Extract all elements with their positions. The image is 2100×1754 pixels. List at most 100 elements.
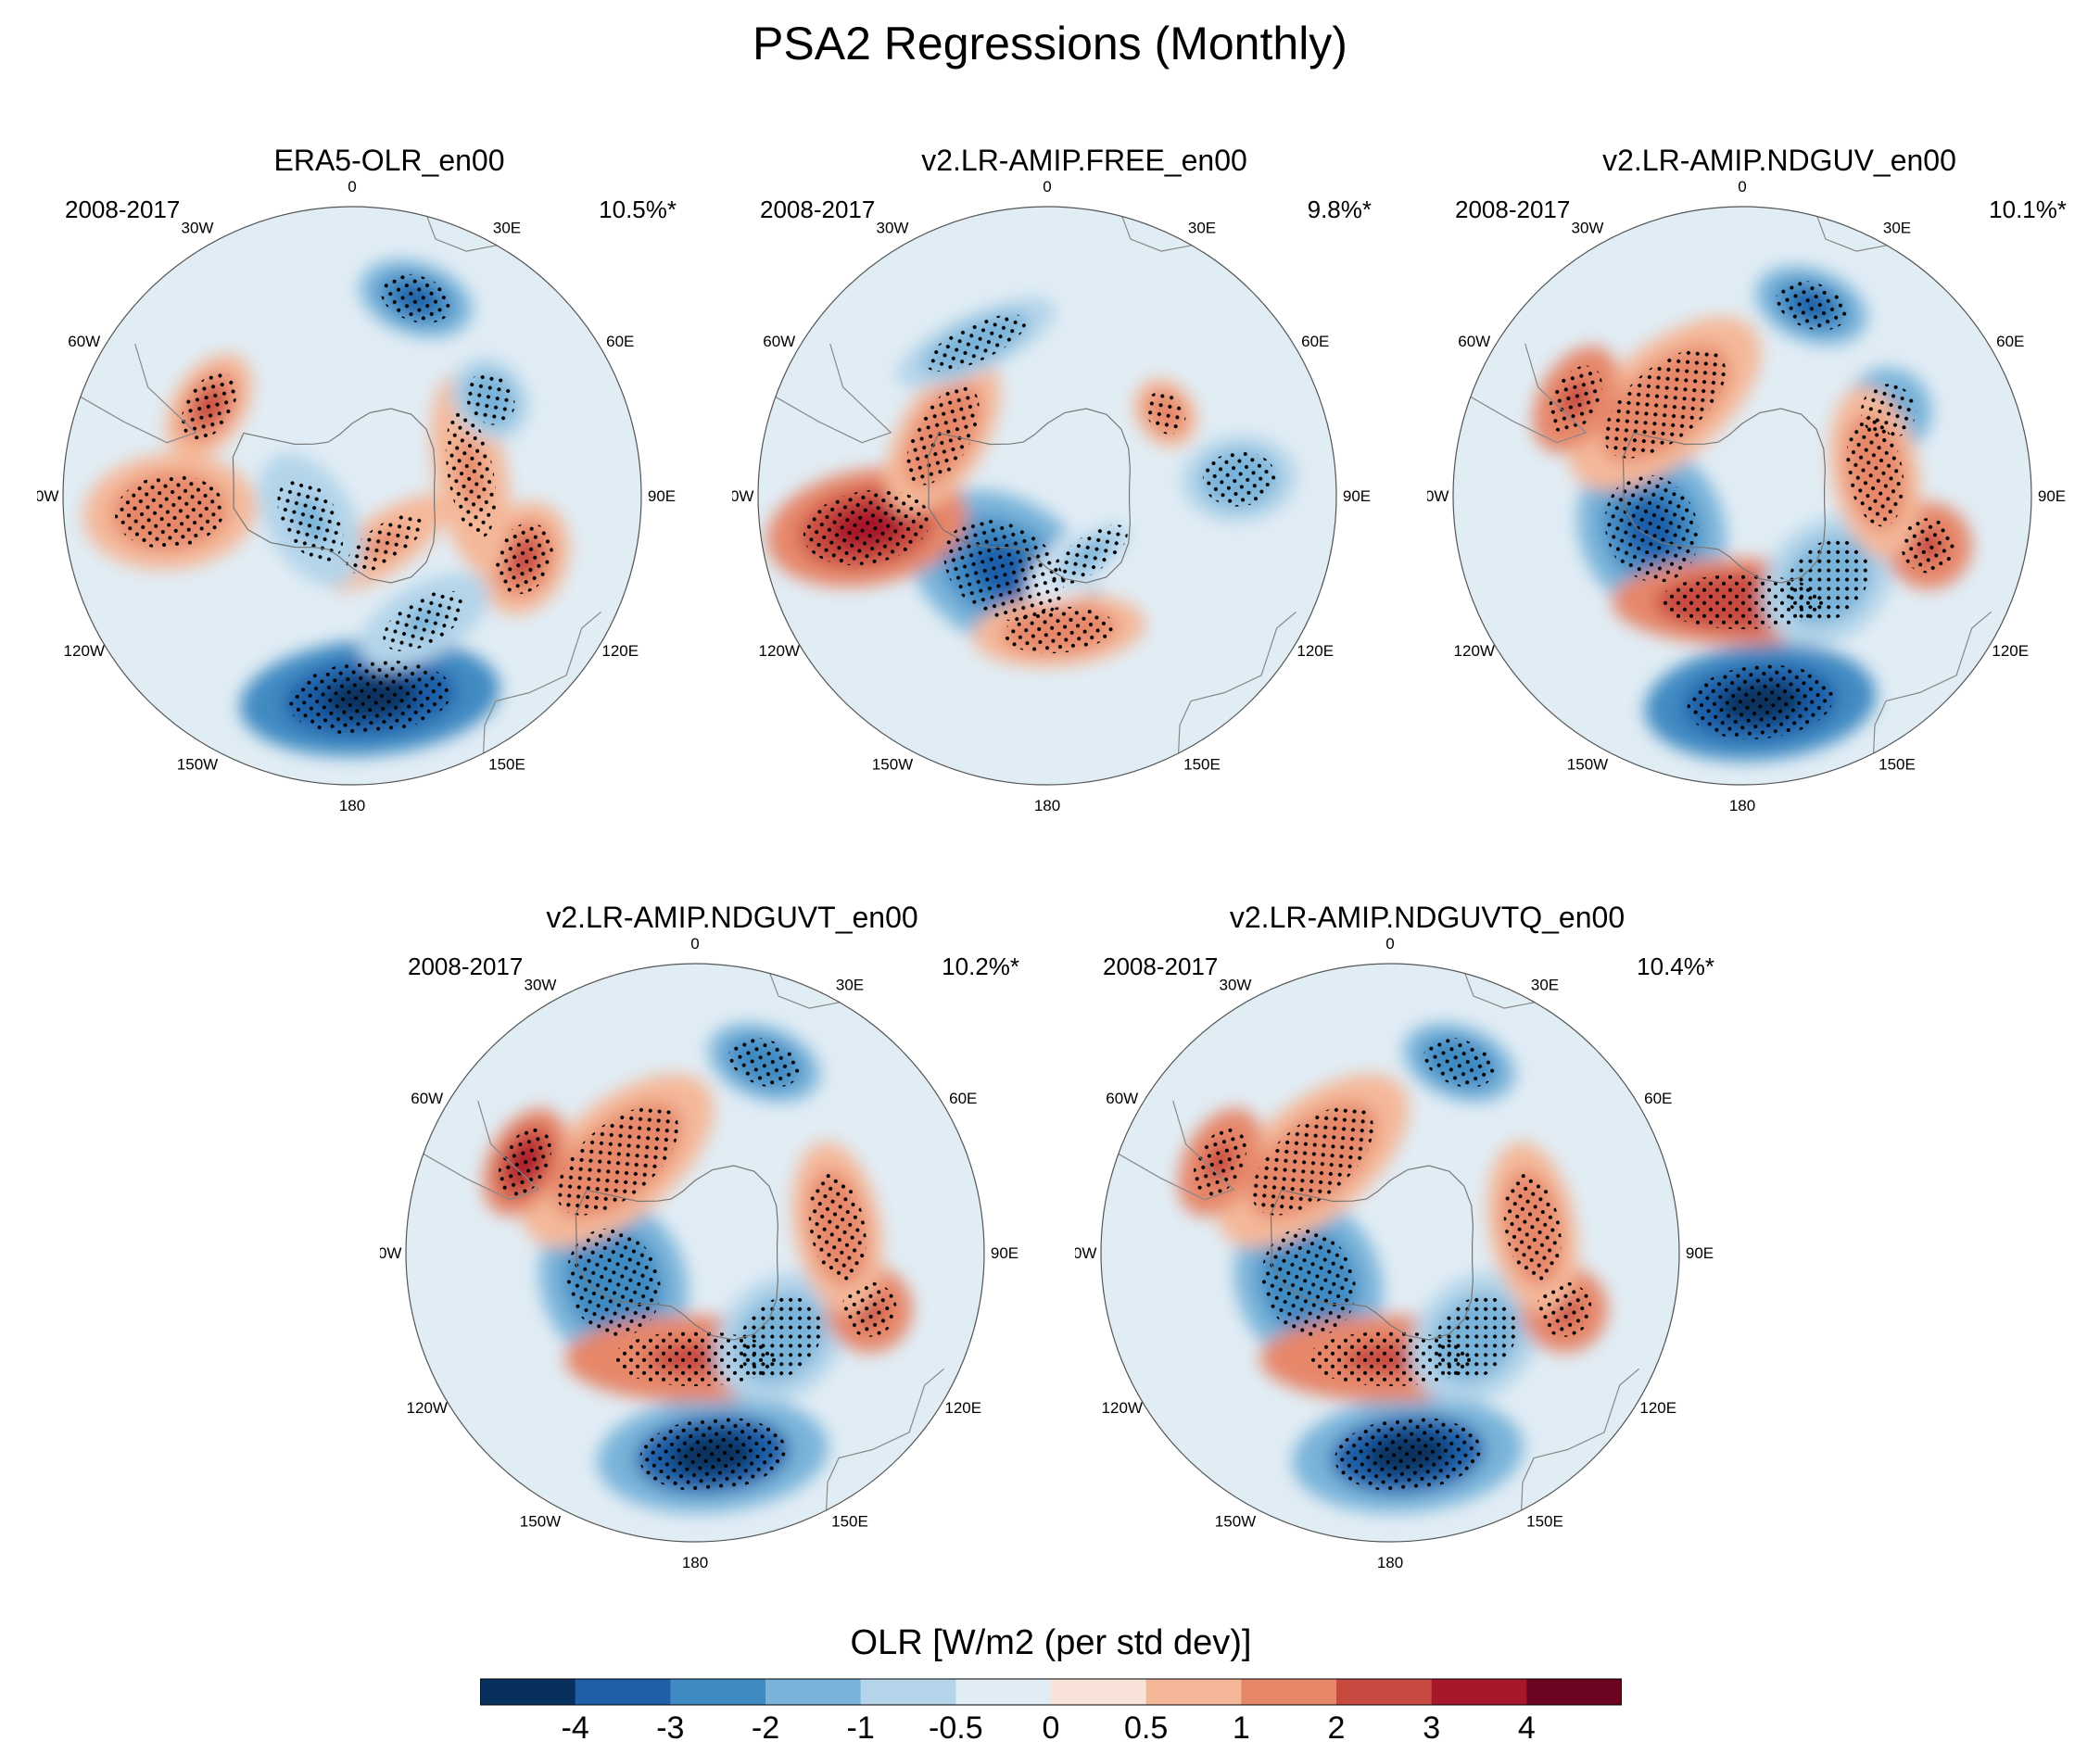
polar-map: 0 30E 60E 90E 120E 150E 180 150W 120W 90W 60W 30W [1427, 178, 2066, 814]
colorbar-tick-label: 1 [1233, 1710, 1250, 1744]
colorbar-tick-label: 0 [1043, 1710, 1060, 1744]
longitude-label: 60E [1996, 333, 2024, 350]
period-label: 2008-2017 [760, 196, 876, 223]
longitude-label: 60E [1301, 333, 1329, 350]
longitude-label: 30E [493, 220, 521, 237]
significance-stipple [906, 385, 980, 486]
antarctica-coastline [1270, 1165, 1474, 1341]
significance-stipple [1846, 418, 1904, 527]
map-boundary [405, 963, 985, 1543]
longitude-label: 90E [648, 487, 676, 505]
period-label: 2008-2017 [1455, 196, 1571, 223]
longitude-label: 90E [991, 1244, 1018, 1262]
variance-label: 9.8%* [1307, 196, 1372, 223]
panel-title: ERA5-OLR_en00 [273, 144, 505, 177]
longitude-label: 60E [1644, 1090, 1672, 1107]
longitude-label: 180 [1034, 797, 1060, 814]
variance-label: 10.2%* [942, 953, 1019, 980]
longitude-label: 30W [182, 220, 214, 237]
significance-stipple [728, 1037, 800, 1088]
australia-coastline [1521, 1368, 1639, 1511]
significance-stipple [383, 590, 466, 651]
longitude-label: 150E [488, 755, 525, 773]
colorbar-swatch [1051, 1679, 1147, 1705]
colorbar-frame [480, 1678, 1622, 1706]
variance-label: 10.5%* [599, 196, 677, 223]
antarctica-coastline [1622, 408, 1827, 584]
polar-map: 0 30E 60E 90E 120E 150E 180 150W 120W 90W 60W 30W [380, 935, 1018, 1571]
significance-stipple [1202, 451, 1276, 507]
antarctica-coastline [232, 408, 436, 584]
africa-coastline [769, 973, 841, 1009]
significance-stipple [495, 523, 553, 595]
variance-label: 10.4%* [1637, 953, 1714, 980]
longitude-label: 150W [520, 1512, 561, 1530]
significance-stipple [1193, 1128, 1246, 1197]
significance-stipple [556, 1105, 679, 1216]
colorbar-swatch [1145, 1679, 1242, 1705]
map-panel-ndguv: 0 30E 60E 90E 120E 150E 180 150W 120W 90W 60W 30W v… [1427, 144, 2100, 829]
longitude-label: 150E [1183, 755, 1221, 773]
significance-stipple [566, 1228, 661, 1337]
significance-stipple [1537, 1281, 1592, 1337]
colorbar-tick-label: -3 [656, 1710, 684, 1744]
colorbar-swatch [670, 1679, 766, 1705]
australia-coastline [1178, 611, 1297, 754]
south-america-coastline [423, 1100, 540, 1201]
longitude-label: 120E [1297, 642, 1334, 660]
significance-stipple [1786, 539, 1869, 623]
longitude-label: 120E [1992, 642, 2029, 660]
panel-title: v2.LR-AMIP.NDGUVTQ_en00 [1229, 901, 1626, 934]
longitude-label: 120E [944, 1399, 981, 1417]
longitude-label: 90E [1686, 1244, 1714, 1262]
longitude-label: 120E [601, 642, 639, 660]
australia-coastline [1873, 611, 1992, 754]
panel-title: v2.LR-AMIP.NDGUVT_en00 [546, 901, 918, 934]
significance-stipple [803, 489, 930, 566]
colorbar-tick-label: -2 [752, 1710, 779, 1744]
colorbar-swatch [575, 1679, 671, 1705]
significance-stipple [277, 477, 344, 562]
significance-stipple [1901, 518, 1956, 574]
longitude-label: 120E [1639, 1399, 1676, 1417]
significance-stipple [943, 520, 1064, 623]
longitude-label: 150W [1567, 755, 1608, 773]
colorbar-swatch [765, 1679, 862, 1705]
significance-stipple [925, 314, 1027, 372]
map-panel-ndguvtq: 0 30E 60E 90E 120E 150E 180 150W 120W 90W 60W 30W v… [1075, 901, 1779, 1586]
longitude-label: 90E [2038, 487, 2066, 505]
significance-stipple [808, 1173, 867, 1282]
colorbar-swatch [955, 1679, 1052, 1705]
longitude-label: 180 [1377, 1554, 1403, 1571]
longitude-label: 30W [1572, 220, 1604, 237]
longitude-label: 180 [339, 797, 365, 814]
significance-stipple [1434, 1296, 1517, 1380]
longitude-label: 150W [1215, 1512, 1256, 1530]
colorbar-tick-label: -4 [562, 1710, 589, 1744]
significance-stipple [114, 474, 225, 549]
longitude-label: 150W [872, 755, 913, 773]
longitude-label: 150W [177, 755, 218, 773]
panel-title: v2.LR-AMIP.FREE_en00 [921, 144, 1247, 177]
period-label: 2008-2017 [408, 953, 524, 980]
longitude-label: 60W [1458, 333, 1490, 350]
longitude-label: 150E [1526, 1512, 1563, 1530]
colorbar-swatch [1431, 1679, 1527, 1705]
south-america-coastline [775, 343, 892, 444]
australia-coastline [483, 611, 601, 754]
africa-coastline [1121, 216, 1193, 252]
africa-coastline [1816, 216, 1888, 252]
significance-stipple [1603, 348, 1727, 459]
longitude-label: 30W [525, 977, 557, 994]
significance-stipple [1335, 1417, 1481, 1492]
panel-title: v2.LR-AMIP.NDGUV_en00 [1602, 144, 1956, 177]
map-boundary [62, 206, 642, 786]
longitude-label: 30W [877, 220, 909, 237]
map-panel-free: 0 30E 60E 90E 120E 150E 180 150W 120W 90W 60W 30W v… [732, 144, 1436, 829]
significance-stipple [287, 660, 452, 735]
longitude-label: 0 [348, 178, 356, 196]
significance-stipple [1261, 1228, 1356, 1337]
significance-stipple [613, 1331, 778, 1387]
significance-stipple [1308, 1331, 1473, 1387]
map-panel-ndguvt: 0 30E 60E 90E 120E 150E 180 150W 120W 90W 60W 30W v… [380, 901, 1084, 1586]
